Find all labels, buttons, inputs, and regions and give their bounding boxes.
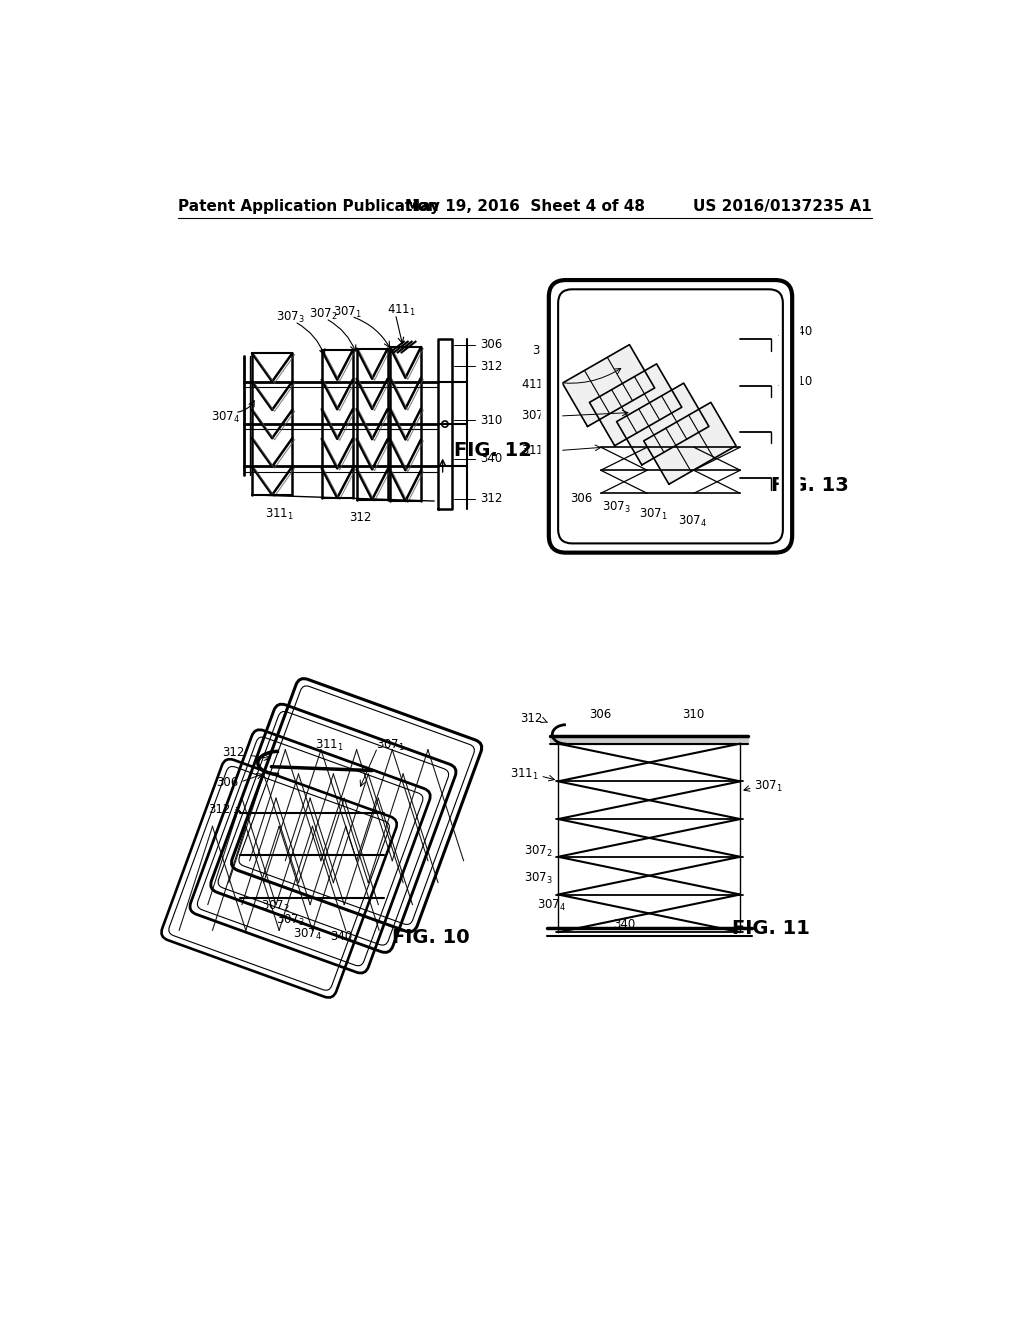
Text: 312: 312 xyxy=(349,511,372,524)
Text: 411$_1$: 411$_1$ xyxy=(521,378,550,393)
Text: FIG. 10: FIG. 10 xyxy=(391,928,469,948)
Text: 307$_1$: 307$_1$ xyxy=(639,507,668,523)
Text: 306: 306 xyxy=(480,338,503,351)
Text: 340: 340 xyxy=(613,917,635,931)
Text: Patent Application Publication: Patent Application Publication xyxy=(178,198,439,214)
Text: 340: 340 xyxy=(791,325,813,338)
Polygon shape xyxy=(562,345,654,426)
Polygon shape xyxy=(550,737,748,743)
Text: 307$_2$: 307$_2$ xyxy=(261,899,290,915)
Text: 312: 312 xyxy=(520,711,543,725)
Text: 312: 312 xyxy=(531,345,554,358)
Text: 312: 312 xyxy=(208,803,230,816)
Text: 311$_1$: 311$_1$ xyxy=(510,767,539,781)
Text: 311$_1$: 311$_1$ xyxy=(521,444,550,458)
Text: 307$_1$: 307$_1$ xyxy=(376,738,406,752)
Text: 340: 340 xyxy=(330,929,352,942)
Text: 307$_3$: 307$_3$ xyxy=(602,500,631,515)
Polygon shape xyxy=(590,364,682,446)
Text: 310: 310 xyxy=(480,413,503,426)
Text: 306: 306 xyxy=(590,708,612,721)
Text: FIG. 13: FIG. 13 xyxy=(771,477,849,495)
Text: 310: 310 xyxy=(791,375,813,388)
Text: 411$_1$: 411$_1$ xyxy=(387,302,416,318)
Text: 306: 306 xyxy=(216,776,238,788)
Text: FIG. 12: FIG. 12 xyxy=(454,441,531,461)
Text: 312: 312 xyxy=(480,360,503,372)
Text: FIG. 11: FIG. 11 xyxy=(732,919,810,939)
Text: 340: 340 xyxy=(480,453,503,465)
Text: US 2016/0137235 A1: US 2016/0137235 A1 xyxy=(693,198,872,214)
Text: 311$_1$: 311$_1$ xyxy=(315,738,344,752)
Text: 307$_2$: 307$_2$ xyxy=(523,843,553,859)
Polygon shape xyxy=(616,383,709,465)
Text: 307$_1$: 307$_1$ xyxy=(755,779,783,793)
Polygon shape xyxy=(644,403,736,484)
Text: 307$_3$: 307$_3$ xyxy=(276,913,305,928)
Text: 307$_4$: 307$_4$ xyxy=(211,411,241,425)
Text: 307$_3$: 307$_3$ xyxy=(523,871,553,886)
Text: 307$_3$: 307$_3$ xyxy=(276,310,305,325)
Text: 307$_1$: 307$_1$ xyxy=(333,305,361,319)
Text: May 19, 2016  Sheet 4 of 48: May 19, 2016 Sheet 4 of 48 xyxy=(404,198,645,214)
Text: 307$_4$: 307$_4$ xyxy=(537,898,566,913)
Text: 311$_1$: 311$_1$ xyxy=(264,507,294,521)
Text: 307$_4$: 307$_4$ xyxy=(293,927,323,942)
Text: 306: 306 xyxy=(570,492,593,506)
Text: 307$_2$: 307$_2$ xyxy=(521,409,550,424)
Text: 307$_2$: 307$_2$ xyxy=(309,308,338,322)
Text: 310: 310 xyxy=(683,708,705,721)
Text: 312: 312 xyxy=(222,746,245,759)
Text: 312: 312 xyxy=(480,492,503,506)
Text: 307$_4$: 307$_4$ xyxy=(678,515,707,529)
